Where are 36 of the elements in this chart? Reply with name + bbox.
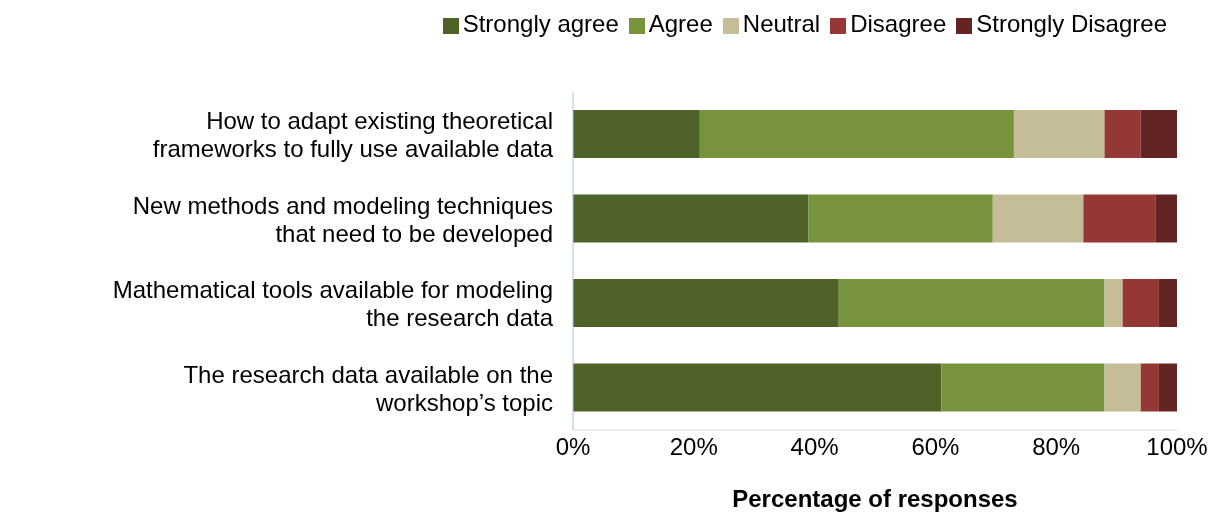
bar — [1104, 110, 1141, 158]
bar — [941, 363, 1105, 412]
bar — [1104, 363, 1141, 412]
bar — [573, 194, 809, 243]
legend-label: Strongly Disagree — [976, 10, 1167, 37]
x-tick-label: 0% — [555, 433, 591, 461]
bar — [808, 194, 993, 243]
bar — [699, 110, 1014, 158]
legend-label: Neutral — [742, 10, 821, 37]
x-tick-label: 100% — [1146, 433, 1208, 461]
bar — [1140, 110, 1177, 158]
y-tick-label: Mathematical tools available for modeling the research data — [112, 275, 554, 331]
x-tick-label: 60% — [911, 433, 960, 461]
bar — [1140, 363, 1159, 412]
bar — [1122, 279, 1159, 327]
legend-label: Agree — [648, 10, 713, 37]
bar — [1104, 279, 1123, 327]
bar — [1158, 363, 1177, 412]
bar — [838, 279, 1105, 327]
x-tick-label: 80% — [1032, 433, 1081, 461]
y-tick-label: The research data available on the workshop’s topic — [183, 360, 553, 416]
y-tick-label: New methods and modeling techniques that need to be developed — [132, 191, 553, 247]
bar — [573, 110, 700, 158]
bar — [573, 279, 839, 327]
bar — [1158, 279, 1177, 327]
bar — [1013, 110, 1105, 158]
bar — [992, 194, 1084, 243]
y-tick-label: How to adapt existing theoretical frameworks to fully use available data — [152, 106, 554, 162]
x-axis-title: Percentage of responses — [732, 485, 1018, 512]
bar — [1155, 194, 1177, 243]
bar — [1083, 194, 1156, 243]
x-tick-label: 40% — [790, 433, 839, 461]
legend-label: Strongly agree — [462, 10, 619, 37]
bar — [573, 363, 942, 412]
x-tick-label: 20% — [669, 433, 718, 461]
legend-label: Disagree — [850, 10, 947, 37]
